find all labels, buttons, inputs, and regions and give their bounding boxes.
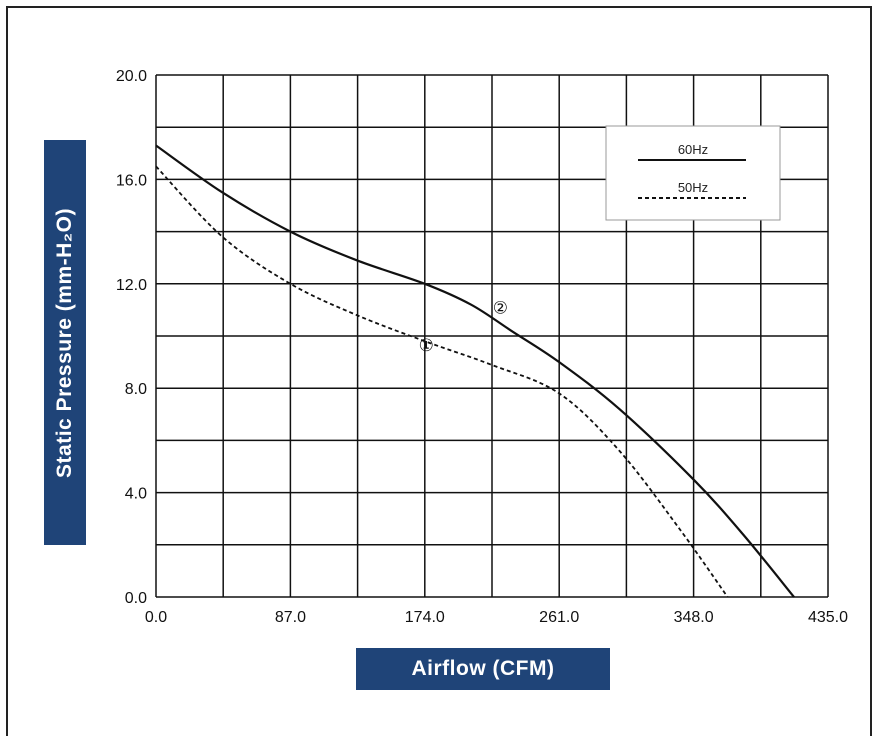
x-tick-label: 174.0: [405, 609, 445, 626]
chart-frame: [6, 6, 872, 736]
y-axis-label: Static Pressure (mm-H₂O): [53, 207, 76, 478]
legend: 60Hz 50Hz: [605, 125, 781, 221]
x-tick-label: 435.0: [808, 609, 848, 626]
x-tick-label: 261.0: [539, 609, 579, 626]
plot-grid: [155, 74, 829, 598]
x-axis-label: Airflow (CFM): [411, 657, 555, 680]
x-axis-label-box: Airflow (CFM): [356, 648, 610, 690]
y-tick-label: 12.0: [116, 277, 147, 294]
y-tick-label: 4.0: [125, 486, 147, 503]
x-tick-label: 348.0: [674, 609, 714, 626]
y-tick-label: 8.0: [125, 381, 147, 398]
series-line-50hz: [155, 165, 729, 598]
legend-box: [605, 125, 781, 221]
legend-label-60hz: 60Hz: [678, 142, 708, 157]
x-tick-label: 0.0: [145, 609, 167, 626]
x-tick-label: 87.0: [275, 609, 306, 626]
series-line-60hz: [155, 144, 795, 598]
y-axis-label-box: Static Pressure (mm-H₂O): [44, 140, 86, 545]
curves: ②①: [155, 144, 795, 598]
legend-label-50hz: 50Hz: [678, 180, 708, 195]
y-tick-label: 20.0: [116, 68, 147, 85]
y-tick-label: 0.0: [125, 590, 147, 607]
y-tick-label: 16.0: [116, 172, 147, 189]
curve-label-60hz: ②: [493, 299, 508, 319]
curve-label-50hz: ①: [419, 336, 434, 356]
tick-labels: 0.0 87.0 174.0 261.0 348.0 435.0 0.0 4.0 8.0 12.0…: [116, 68, 848, 626]
